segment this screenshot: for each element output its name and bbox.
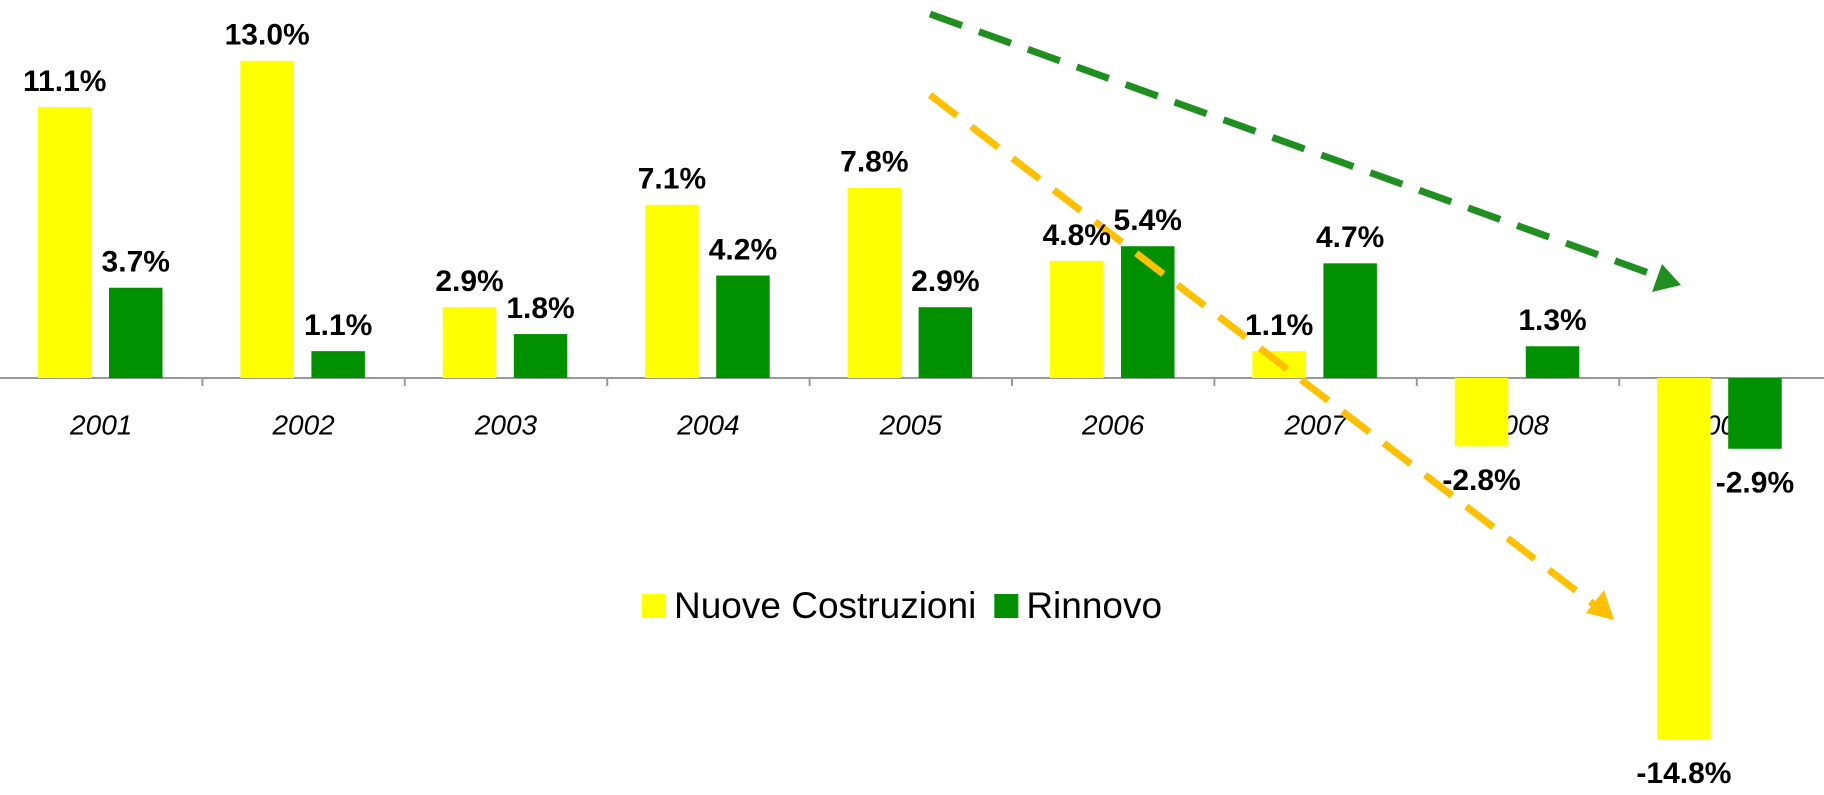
bar bbox=[1728, 378, 1782, 449]
value-label: -2.8% bbox=[1442, 464, 1520, 497]
arrow-head bbox=[1586, 590, 1614, 620]
x-tick-label: 2006 bbox=[1081, 409, 1145, 440]
x-tick-label: 2005 bbox=[879, 409, 943, 440]
value-label: 1.1% bbox=[304, 309, 372, 342]
bar bbox=[918, 307, 973, 378]
value-label: 13.0% bbox=[225, 19, 310, 52]
x-tick-label: 2001 bbox=[69, 409, 132, 440]
axis-ticks: 2001 2002 2003 2004 2005 2006 2007 2008 2009 bbox=[69, 378, 1752, 440]
legend-label: Rinnovo bbox=[1026, 585, 1162, 626]
legend: Nuove Costruzioni Rinnovo bbox=[642, 585, 1162, 626]
value-label: 4.8% bbox=[1043, 219, 1111, 252]
value-label: 1.1% bbox=[1245, 309, 1313, 342]
value-label: -14.8% bbox=[1636, 757, 1731, 790]
value-label: 4.7% bbox=[1316, 221, 1384, 254]
bar bbox=[1525, 346, 1580, 378]
x-tick-label: 2007 bbox=[1283, 409, 1348, 440]
bar bbox=[442, 307, 497, 378]
trend-arrow bbox=[928, 10, 1662, 281]
bar bbox=[1323, 263, 1377, 378]
value-label: 11.1% bbox=[23, 65, 106, 98]
value-label: 3.7% bbox=[102, 246, 170, 279]
bar bbox=[645, 204, 699, 378]
bar bbox=[38, 107, 92, 378]
x-tick-label: 2003 bbox=[474, 409, 538, 440]
bar bbox=[1050, 260, 1104, 378]
bar bbox=[1121, 246, 1175, 378]
legend-swatch bbox=[642, 594, 666, 618]
bar bbox=[109, 287, 163, 378]
value-label: 2.9% bbox=[911, 265, 979, 298]
x-tick-label: 2002 bbox=[271, 409, 335, 440]
value-label: 7.1% bbox=[638, 163, 706, 196]
bar bbox=[1454, 378, 1509, 447]
bar bbox=[311, 351, 365, 378]
arrow-head bbox=[1652, 264, 1681, 292]
legend-label: Nuove Costruzioni bbox=[674, 585, 976, 626]
legend-swatch bbox=[994, 594, 1019, 618]
bar bbox=[847, 187, 902, 378]
value-label: 5.4% bbox=[1114, 204, 1182, 237]
value-label: -2.9% bbox=[1716, 467, 1794, 500]
value-label: 1.3% bbox=[1518, 304, 1586, 337]
bars bbox=[38, 60, 1782, 740]
trend-arrow bbox=[927, 92, 1599, 609]
bar bbox=[513, 334, 568, 378]
value-label: 4.2% bbox=[709, 233, 777, 266]
bar bbox=[1657, 378, 1711, 740]
x-tick-label: 2004 bbox=[676, 409, 739, 440]
value-label: 7.8% bbox=[840, 146, 908, 179]
value-label: 1.8% bbox=[506, 292, 574, 325]
value-label: 2.9% bbox=[435, 265, 503, 298]
bar bbox=[240, 60, 294, 379]
bar bbox=[716, 275, 770, 378]
